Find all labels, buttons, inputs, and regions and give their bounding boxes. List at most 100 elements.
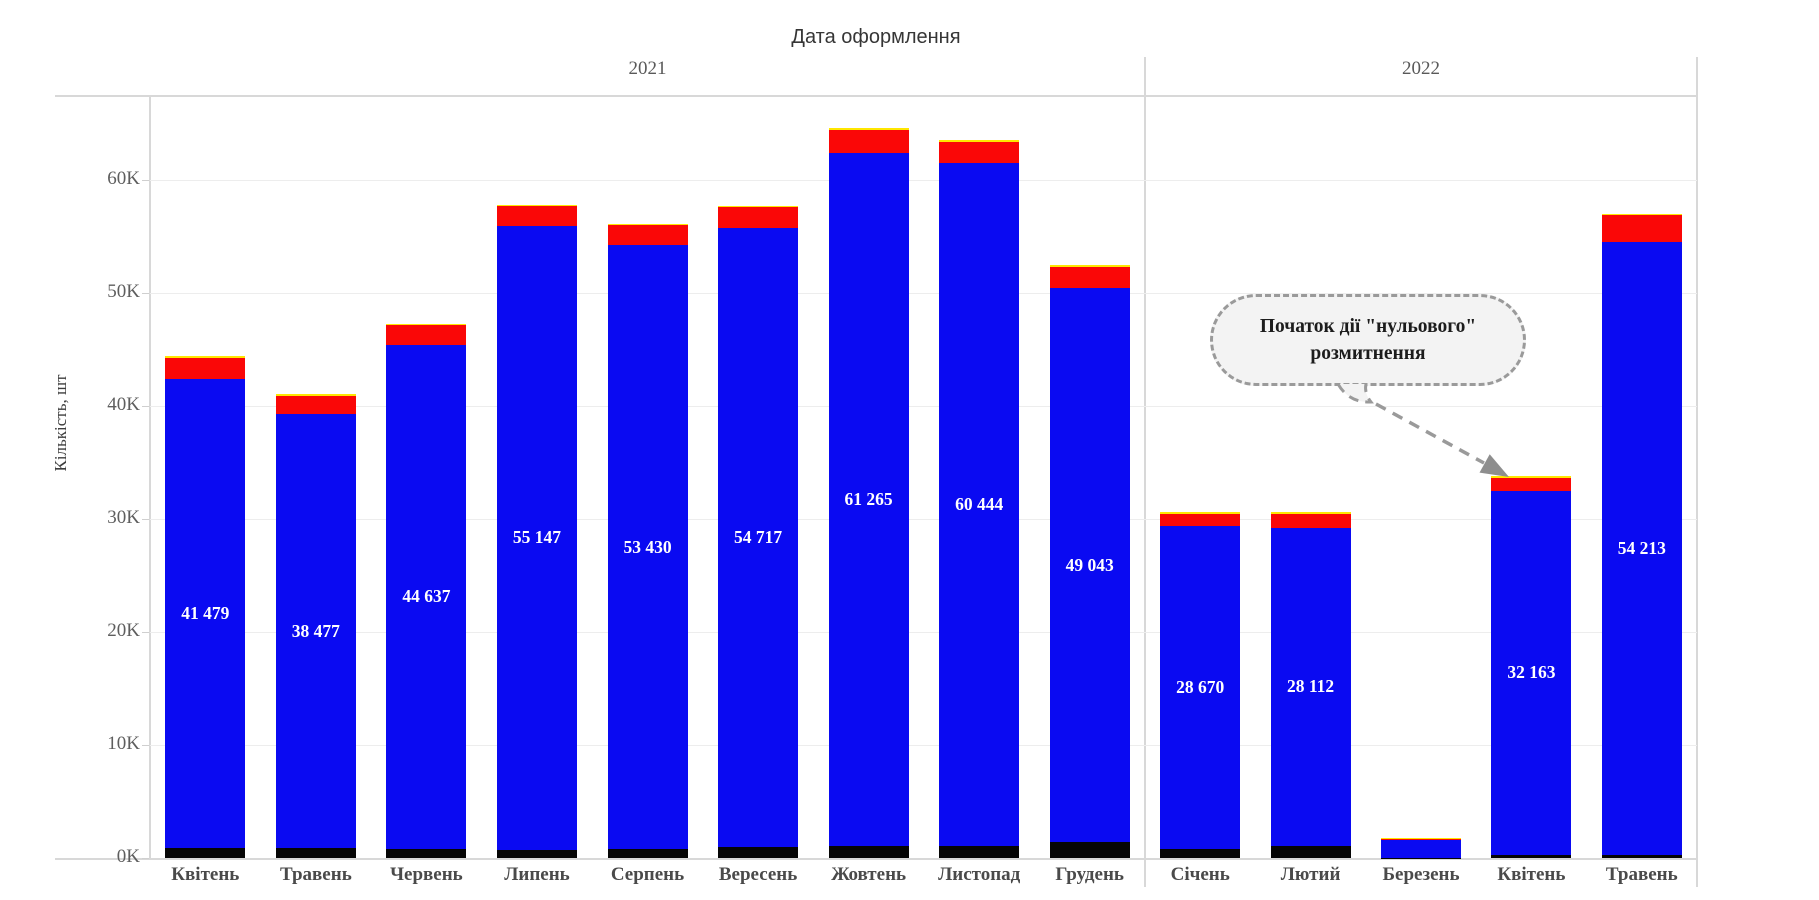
bar-segment-blue: 60 444 — [939, 163, 1020, 847]
bar-segment-yellow — [1160, 512, 1241, 514]
bar-value-label: 61 265 — [844, 488, 893, 509]
bar-segment-yellow — [1491, 476, 1572, 478]
x-axis-label-Квітень-2021[interactable]: Квітень — [171, 864, 240, 885]
x-axis-label-Грудень-2021[interactable]: Грудень — [1055, 864, 1124, 885]
bar-segment-black — [939, 846, 1020, 858]
x-axis-label-Березень-2022[interactable]: Березень — [1382, 864, 1460, 885]
bar-segment-black — [1049, 842, 1130, 858]
x-axis-label-Листопад-2021[interactable]: Листопад — [938, 864, 1021, 885]
y-axis-tick — [142, 519, 149, 520]
header-border-line — [55, 95, 1698, 97]
x-axis-label-Травень-2021[interactable]: Травень — [280, 864, 352, 885]
bar-Липень-2021[interactable]: 55 147 — [496, 204, 577, 858]
gridline-50K — [150, 293, 1697, 294]
bar-Червень-2021[interactable]: 44 637 — [386, 324, 467, 858]
bar-segment-blue: 44 637 — [386, 344, 467, 849]
bar-segment-red — [496, 206, 577, 227]
bar-segment-red — [607, 224, 688, 246]
bar-segment-red — [1601, 214, 1682, 242]
y-axis-title: Кількість, шт — [51, 374, 70, 472]
bar-segment-blue: 53 430 — [607, 245, 688, 849]
chart-title: Дата оформлення — [791, 26, 961, 48]
x-axis-label-Лютий-2022[interactable]: Лютий — [1280, 864, 1341, 885]
bar-segment-blue: 38 477 — [275, 413, 356, 849]
bar-segment-blue: 28 112 — [1270, 527, 1351, 846]
bar-Квітень-2021[interactable]: 41 479 — [165, 356, 246, 858]
x-axis-label-Червень-2021[interactable]: Червень — [390, 864, 463, 885]
bar-segment-yellow — [496, 204, 577, 207]
bar-segment-yellow — [1381, 838, 1461, 840]
x-axis-label-Серпень-2021[interactable]: Серпень — [610, 864, 685, 885]
annotation-text-line1: Початок дії "нульового" — [1259, 315, 1477, 337]
bar-value-label: 54 717 — [734, 527, 783, 548]
bar-segment-black — [165, 847, 246, 858]
gridline-20K — [150, 632, 1697, 633]
bar-segment-blue: 41 479 — [165, 379, 246, 848]
bar-Травень-2022[interactable]: 54 213 — [1601, 213, 1682, 859]
annotation-bubble: Початок дії "нульового" розмитнення — [1210, 294, 1526, 386]
bar-Квітень-2022[interactable]: 32 163 — [1491, 476, 1572, 858]
bar-segment-red — [718, 206, 799, 229]
x-axis-line — [55, 858, 1698, 860]
bar-segment-blue: 61 265 — [828, 153, 909, 846]
bar-value-label: 55 147 — [512, 527, 561, 548]
gridline-30K — [150, 519, 1697, 520]
bar-segment-black — [1160, 849, 1241, 858]
x-axis-label-Травень-2022[interactable]: Травень — [1605, 864, 1678, 885]
bar-segment-black — [1270, 845, 1351, 858]
bar-Лютий-2022[interactable]: 28 112 — [1270, 512, 1351, 858]
bar-segment-blue: 54 213 — [1601, 241, 1682, 855]
bar-value-label: 41 479 — [181, 602, 230, 623]
bar-segment-red — [165, 357, 246, 380]
y-axis-tick-label: 10K — [107, 733, 140, 754]
y-axis-tick-label: 50K — [107, 281, 140, 302]
x-axis-label-Квітень-2022[interactable]: Квітень — [1497, 864, 1566, 885]
bar-segment-red — [386, 325, 467, 345]
year-header-2022[interactable]: 2022 — [1402, 58, 1440, 79]
bar-segment-yellow — [607, 223, 688, 225]
y-axis-tick — [142, 180, 149, 181]
y-axis-tick — [142, 406, 149, 407]
pane-divider — [1144, 57, 1146, 887]
annotation-arrowhead-icon — [1479, 454, 1509, 477]
bar-segment-red — [1491, 477, 1572, 492]
y-axis-tick-label: 0K — [116, 846, 140, 867]
gridline-60K — [150, 180, 1697, 181]
bar-Грудень-2021[interactable]: 49 043 — [1049, 265, 1130, 858]
y-axis-tick-label: 60K — [107, 168, 140, 189]
bar-Серпень-2021[interactable]: 53 430 — [607, 223, 688, 859]
x-axis-label-Січень-2022[interactable]: Січень — [1170, 864, 1230, 885]
bar-segment-blue — [1381, 839, 1461, 858]
bar-Січень-2022[interactable]: 28 670 — [1160, 512, 1241, 858]
bar-Березень-2022[interactable] — [1381, 838, 1461, 858]
bar-segment-black — [828, 845, 909, 858]
annotation-arrow-line — [1375, 402, 1485, 465]
year-header-2021[interactable]: 2021 — [628, 58, 667, 79]
bar-segment-yellow — [386, 324, 467, 326]
bar-value-label: 54 213 — [1617, 537, 1666, 558]
gridline-40K — [150, 406, 1697, 407]
x-axis-label-Жовтень-2021[interactable]: Жовтень — [831, 864, 907, 885]
bar-segment-blue: 55 147 — [496, 226, 577, 850]
bar-segment-red — [939, 141, 1020, 164]
bar-value-label: 28 112 — [1287, 676, 1335, 697]
bar-value-label: 49 043 — [1065, 554, 1114, 575]
bar-segment-yellow — [939, 140, 1020, 142]
bar-segment-black — [1491, 854, 1572, 858]
bar-segment-black — [1601, 854, 1682, 858]
y-axis-tick — [142, 632, 149, 633]
annotation-tail — [1336, 383, 1374, 404]
x-axis-label-Липень-2021[interactable]: Липень — [504, 864, 570, 885]
bar-Травень-2021[interactable]: 38 477 — [275, 394, 356, 858]
y-axis-tick-label: 40K — [107, 394, 140, 415]
bar-Вересень-2021[interactable]: 54 717 — [718, 205, 799, 858]
x-axis-label-Вересень-2021[interactable]: Вересень — [718, 864, 798, 885]
bar-segment-blue: 49 043 — [1049, 288, 1130, 843]
bar-segment-red — [275, 395, 356, 414]
bar-Листопад-2021[interactable]: 60 444 — [939, 140, 1020, 858]
bar-value-label: 28 670 — [1176, 677, 1225, 697]
y-axis-tick — [142, 293, 149, 294]
annotation-text-line2: розмитнення — [1310, 343, 1426, 364]
bar-Жовтень-2021[interactable]: 61 265 — [828, 128, 909, 858]
